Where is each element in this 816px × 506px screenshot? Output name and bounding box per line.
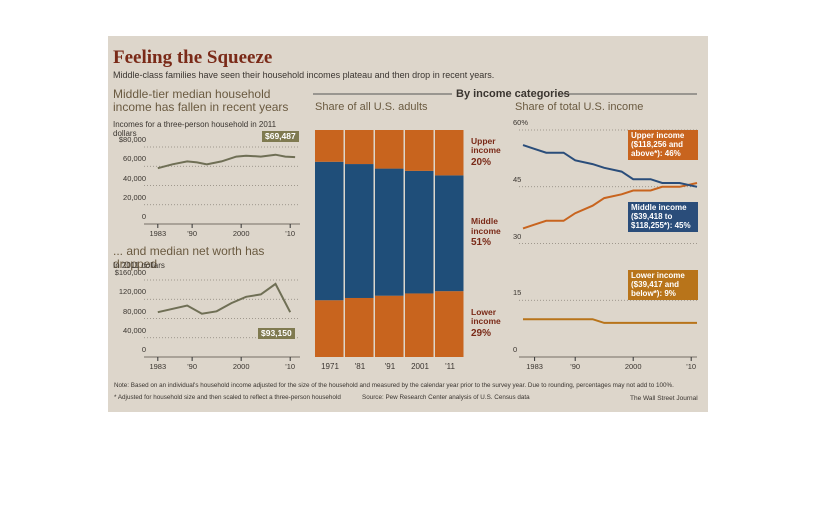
chart-title: Share of all U.S. adults	[315, 101, 428, 113]
note: Note: Based on an individual's household…	[114, 382, 674, 389]
chart-title: Share of total U.S. income	[515, 101, 644, 113]
series-label: Middle income	[471, 216, 501, 236]
source: Source: Pew Research Center analysis of …	[362, 394, 530, 401]
line-series	[522, 182, 698, 230]
bar-segment	[315, 300, 344, 357]
x-tick-label: '10	[686, 362, 697, 371]
bar-segment	[345, 297, 374, 357]
title: Feeling the Squeeze	[113, 47, 273, 68]
x-tick-label: '90	[187, 362, 198, 371]
chart-title: ... and median net worth has dropped	[113, 244, 265, 272]
x-tick-label: 1983	[149, 229, 167, 238]
bar-segment	[375, 130, 404, 169]
value-label: 51%	[471, 237, 492, 249]
y-tick-label: $80,000	[118, 135, 146, 144]
y-tick-label: 0	[141, 345, 146, 354]
bar-segment	[405, 170, 434, 294]
bar-segment	[405, 130, 434, 171]
x-tick-label: '91	[384, 362, 396, 371]
bar-segment	[405, 293, 434, 357]
subtitle: Middle-class families have seen their ho…	[113, 70, 495, 80]
y-tick-label: 120,000	[118, 287, 146, 297]
x-tick-label: 1983	[526, 362, 543, 371]
chart-subtitle: Incomes for a three-person household in …	[113, 120, 277, 138]
y-tick-label: $160,000	[114, 268, 146, 277]
y-tick-label: 40,000	[123, 173, 146, 183]
bar-segment	[345, 164, 374, 298]
section-header: By income categories	[456, 88, 570, 100]
bar-segment	[315, 161, 344, 301]
y-tick-label: 80,000	[123, 306, 146, 316]
x-tick-label: 2000	[232, 362, 250, 371]
bar-segment	[435, 175, 464, 292]
footnote: * Adjusted for household size and then s…	[114, 394, 341, 401]
y-tick-label: 60%	[513, 118, 529, 127]
x-tick-label: '81	[354, 362, 366, 371]
x-tick-label: '10	[285, 229, 296, 238]
y-tick-label: 60,000	[123, 154, 146, 164]
annotation: $93,150	[258, 328, 295, 340]
y-tick-label: 40,000	[123, 325, 146, 335]
series-label: Middle income ($39,418 to $118,255*): 45…	[628, 202, 698, 233]
line-series	[157, 153, 296, 170]
annotation: $69,487	[262, 131, 299, 143]
series-label: Upper income	[471, 135, 501, 156]
y-tick-label: 45	[513, 174, 522, 184]
line-series	[157, 282, 292, 315]
bar-segment	[375, 295, 404, 357]
series-label: Lower income ($39,417 and below*): 9%	[628, 270, 698, 301]
bar-segment	[315, 130, 344, 162]
bar-segment	[435, 130, 464, 176]
y-tick-label: 0	[141, 212, 146, 221]
y-tick-label: 20,000	[123, 192, 146, 202]
line-series	[523, 318, 697, 324]
x-tick-label: '10	[285, 362, 296, 371]
x-tick-label: 2000	[232, 229, 250, 238]
chart-title: Middle-tier median household income has …	[113, 87, 289, 115]
x-tick-label: '90	[187, 229, 198, 238]
y-tick-label: 0	[513, 345, 518, 354]
bar-segment	[435, 291, 464, 357]
x-tick-label: 1983	[149, 362, 167, 371]
series-label: Upper income ($118,256 and above*): 46%	[628, 130, 698, 161]
x-tick-label: 1971	[321, 362, 339, 371]
line-series	[522, 144, 698, 188]
value-label: 20%	[471, 156, 492, 168]
value-label: 29%	[471, 328, 492, 340]
x-tick-label: '90	[570, 362, 581, 371]
series-label: Lower income	[471, 307, 501, 327]
x-tick-label: 2000	[624, 362, 642, 371]
y-tick-label: 15	[513, 288, 522, 298]
chart-subtitle: In 2011 dollars	[113, 261, 165, 270]
credit: The Wall Street Journal	[630, 395, 698, 402]
x-tick-label: '11	[445, 362, 455, 371]
bar-segment	[345, 130, 374, 165]
x-tick-label: 2001	[411, 362, 429, 371]
y-tick-label: 30	[513, 231, 522, 241]
bar-segment	[375, 168, 404, 296]
